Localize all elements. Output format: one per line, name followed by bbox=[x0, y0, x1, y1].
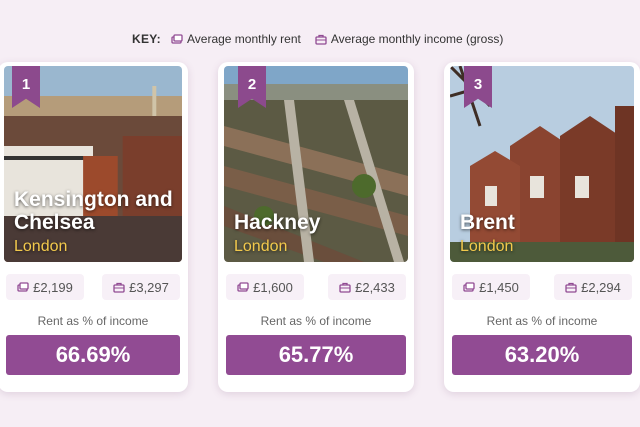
area-title-1: Kensington and Chelsea bbox=[14, 188, 173, 234]
kensington-photo-image bbox=[4, 66, 182, 262]
income-stat-1: £3,297 bbox=[102, 274, 180, 300]
percentage-badge-3: 63.20% bbox=[452, 335, 632, 375]
key-legend: KEY: Average monthly rent Average monthl… bbox=[132, 32, 511, 46]
area-title-3: Brent bbox=[460, 211, 515, 234]
briefcase-icon bbox=[339, 282, 351, 293]
money-stack-icon bbox=[17, 282, 29, 292]
rent-value-1: £2,199 bbox=[33, 279, 73, 295]
area-photo-1: Kensington and Chelsea London bbox=[4, 66, 182, 262]
ratio-label-2: Rent as % of income bbox=[260, 314, 372, 328]
area-name-1: Kensington and Chelsea London bbox=[14, 188, 176, 256]
money-stack-icon bbox=[237, 282, 249, 292]
briefcase-icon bbox=[113, 282, 125, 293]
rent-stat-1: £2,199 bbox=[6, 274, 84, 300]
area-name-3: Brent London bbox=[460, 211, 628, 256]
rent-stat-3: £1,450 bbox=[452, 274, 530, 300]
briefcase-icon bbox=[315, 34, 327, 45]
percentage-badge-1: 66.69% bbox=[6, 335, 180, 375]
income-stat-3: £2,294 bbox=[554, 274, 632, 300]
money-stack-icon bbox=[171, 34, 183, 44]
area-card-3: Brent London 3 £1,450 £2,294 Rent as % o… bbox=[444, 62, 640, 392]
stats-row-1: £2,199 £3,297 bbox=[6, 274, 180, 300]
ratio-label-1: Rent as % of income bbox=[37, 314, 149, 328]
area-card-1: Kensington and Chelsea London 1 £2,199 £… bbox=[0, 62, 188, 392]
area-card-2: Hackney London 2 £1,600 £2,433 Rent as %… bbox=[218, 62, 414, 392]
briefcase-icon bbox=[565, 282, 577, 293]
area-title-2: Hackney bbox=[234, 211, 321, 234]
rent-stat-2: £1,600 bbox=[226, 274, 304, 300]
income-value-1: £3,297 bbox=[129, 279, 169, 295]
money-stack-icon bbox=[463, 282, 475, 292]
percentage-badge-2: 65.77% bbox=[226, 335, 406, 375]
area-city-2: London bbox=[234, 238, 288, 255]
area-city-3: London bbox=[460, 238, 514, 255]
stats-row-2: £1,600 £2,433 bbox=[226, 274, 406, 300]
brent-photo-image bbox=[450, 66, 634, 262]
rent-value-2: £1,600 bbox=[253, 279, 293, 295]
stats-row-3: £1,450 £2,294 bbox=[452, 274, 632, 300]
ratio-label-3: Rent as % of income bbox=[486, 314, 598, 328]
key-income-label: Average monthly income (gross) bbox=[330, 32, 504, 46]
income-value-2: £2,433 bbox=[355, 279, 395, 295]
area-city-1: London bbox=[14, 238, 68, 255]
income-stat-2: £2,433 bbox=[328, 274, 406, 300]
area-photo-2: Hackney London bbox=[224, 66, 408, 262]
area-photo-3: Brent London bbox=[450, 66, 634, 262]
income-value-3: £2,294 bbox=[581, 279, 621, 295]
hackney-photo-image bbox=[224, 66, 408, 262]
key-income-item: Average monthly income (gross) bbox=[315, 32, 504, 46]
area-name-2: Hackney London bbox=[234, 211, 402, 256]
key-rent-item: Average monthly rent bbox=[171, 32, 301, 46]
key-rent-label: Average monthly rent bbox=[186, 32, 301, 46]
key-label: KEY: bbox=[132, 32, 161, 46]
rent-value-3: £1,450 bbox=[479, 279, 519, 295]
